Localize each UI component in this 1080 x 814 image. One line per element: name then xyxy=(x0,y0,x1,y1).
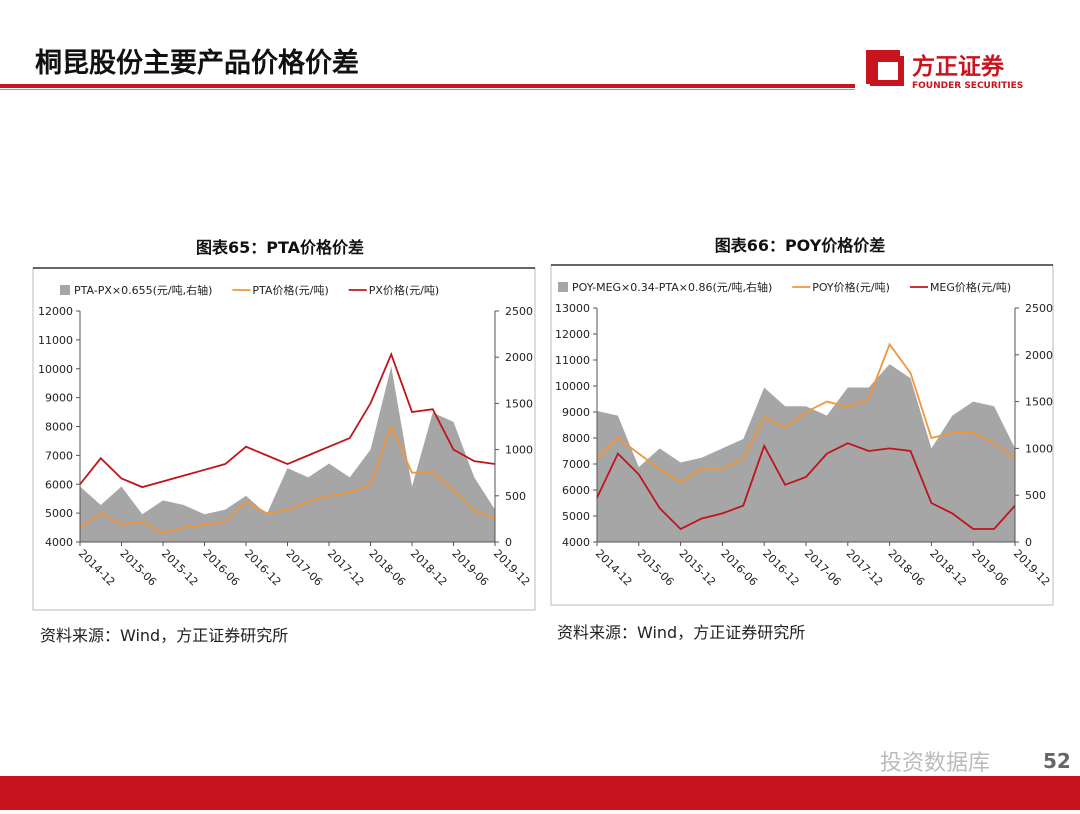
source: 资料来源：Wind，方正证券研究所 xyxy=(40,626,288,645)
area xyxy=(597,364,1015,542)
slide-title: 桐昆股份主要产品价格价差 xyxy=(35,47,359,79)
y2-tick-label: 1500 xyxy=(505,397,533,410)
y2-tick-label: 1500 xyxy=(1025,396,1053,409)
y2-tick-label: 2000 xyxy=(1025,349,1053,362)
y-tick-label: 7000 xyxy=(45,449,73,462)
y-tick-label: 5000 xyxy=(45,507,73,520)
y-tick-label: 11000 xyxy=(38,334,73,347)
header-rule xyxy=(0,84,855,88)
y-tick-label: 9000 xyxy=(562,406,590,419)
legend-label: PTA-PX×0.655(元/吨,右轴) xyxy=(74,283,212,297)
y-tick-label: 5000 xyxy=(562,510,590,523)
logo-mark xyxy=(866,50,900,84)
y-tick-label: 12000 xyxy=(555,328,590,341)
y-tick-label: 8000 xyxy=(562,432,590,445)
y-tick-label: 4000 xyxy=(45,536,73,549)
y-tick-label: 7000 xyxy=(562,458,590,471)
y2-tick-label: 2000 xyxy=(505,351,533,364)
page-number: 52 xyxy=(1043,749,1071,773)
logo: 方正证券 FOUNDER SECURITIES xyxy=(866,50,1023,91)
logo-text: 方正证券 xyxy=(912,53,1005,80)
y-tick-label: 6000 xyxy=(562,484,590,497)
legend-label: PX价格(元/吨) xyxy=(369,283,439,297)
y2-tick-label: 2500 xyxy=(1025,302,1053,315)
y2-tick-label: 0 xyxy=(505,536,512,549)
line xyxy=(79,424,496,535)
y2-tick-label: 1000 xyxy=(1025,442,1053,455)
y2-tick-label: 0 xyxy=(1025,536,1032,549)
chart-title: 图表65：PTA价格价差 xyxy=(196,238,364,257)
legend-label: MEG价格(元/吨) xyxy=(930,280,1011,294)
footer-band xyxy=(0,776,1080,810)
legend-swatch xyxy=(60,285,70,295)
y-tick-label: 6000 xyxy=(45,478,73,491)
y2-tick-label: 500 xyxy=(505,490,526,503)
legend-label: POY价格(元/吨) xyxy=(812,280,890,294)
legend-label: PTA价格(元/吨) xyxy=(252,283,328,297)
y-tick-label: 8000 xyxy=(45,421,73,434)
source: 资料来源：Wind，方正证券研究所 xyxy=(557,623,805,642)
y-tick-label: 11000 xyxy=(555,354,590,367)
line xyxy=(596,342,1016,484)
line xyxy=(79,351,496,489)
legend-swatch xyxy=(558,282,568,292)
watermark: 投资数据库 xyxy=(880,751,990,776)
y-tick-label: 13000 xyxy=(555,302,590,315)
logo-text-en: FOUNDER SECURITIES xyxy=(912,81,1023,91)
y2-tick-label: 500 xyxy=(1025,489,1046,502)
chart-title: 图表66：POY价格价差 xyxy=(715,236,886,255)
y-tick-label: 12000 xyxy=(38,305,73,318)
y2-tick-label: 1000 xyxy=(505,444,533,457)
legend-label: POY-MEG×0.34-PTA×0.86(元/吨,右轴) xyxy=(572,280,772,294)
area xyxy=(80,366,495,542)
line xyxy=(596,442,1016,531)
header-rule-thin xyxy=(0,89,855,90)
y2-tick-label: 2500 xyxy=(505,305,533,318)
y-tick-label: 10000 xyxy=(38,363,73,376)
y-tick-label: 10000 xyxy=(555,380,590,393)
y-tick-label: 9000 xyxy=(45,392,73,405)
logo-mark xyxy=(870,56,904,86)
y-tick-label: 4000 xyxy=(562,536,590,549)
